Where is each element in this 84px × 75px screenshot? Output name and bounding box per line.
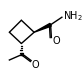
Polygon shape <box>34 23 51 32</box>
Text: O: O <box>31 59 39 70</box>
Text: O: O <box>53 35 60 46</box>
Text: NH$_2$: NH$_2$ <box>63 10 82 23</box>
